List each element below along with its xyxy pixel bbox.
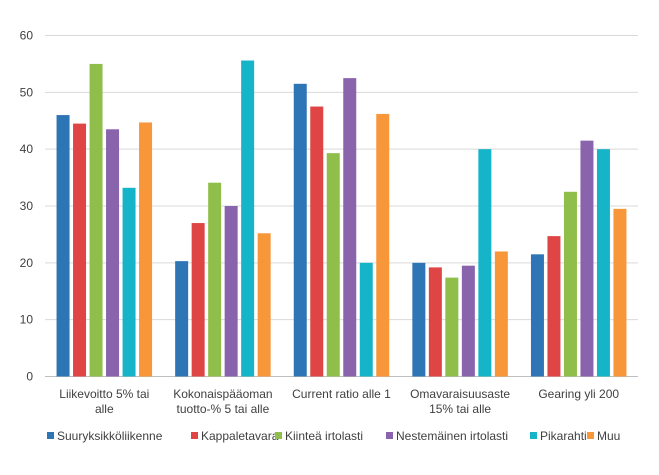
- y-tick-label: 50: [20, 85, 34, 99]
- x-tick-label: Omavaraisuusaste: [410, 387, 510, 401]
- y-tick-label: 60: [20, 29, 34, 43]
- legend-label: Suuryksikköliikenne: [57, 429, 163, 443]
- x-tick-label: Kokonaispääoman: [173, 387, 272, 401]
- bar: [478, 149, 492, 377]
- y-tick-label: 20: [20, 256, 34, 270]
- legend-label: Pikarahti: [540, 429, 587, 443]
- legend-label: Nestemäinen irtolasti: [396, 429, 508, 443]
- x-tick-label: 15% tai alle: [429, 402, 491, 416]
- legend-label: Kappaletavara: [201, 429, 279, 443]
- bar: [580, 140, 594, 377]
- x-tick-label: Gearing yli 200: [538, 387, 619, 401]
- bar: [445, 277, 459, 377]
- y-tick-label: 0: [26, 370, 33, 384]
- bar: [412, 262, 426, 377]
- bar: [563, 191, 577, 377]
- legend-swatch: [587, 432, 594, 439]
- bar: [139, 122, 153, 377]
- bar: [175, 261, 189, 377]
- bar: [310, 106, 324, 377]
- bar: [547, 236, 561, 377]
- legend-swatch: [275, 432, 282, 439]
- x-tick-label: tuotto-% 5 tai alle: [177, 402, 270, 416]
- legend-swatch: [191, 432, 198, 439]
- y-tick-label: 10: [20, 313, 34, 327]
- bar: [293, 83, 307, 377]
- bar: [613, 208, 627, 377]
- bar: [106, 129, 120, 377]
- bar: [343, 78, 357, 377]
- bar: [359, 262, 373, 377]
- legend-swatch: [530, 432, 537, 439]
- bar: [530, 254, 544, 377]
- bar: [56, 115, 70, 377]
- bar: [191, 223, 205, 377]
- bar: [461, 265, 475, 377]
- legend-label: Kiinteä irtolasti: [285, 429, 363, 443]
- bar: [376, 113, 390, 377]
- legend-label: Muu: [597, 429, 620, 443]
- bar: [89, 63, 103, 377]
- bar: [241, 60, 255, 377]
- bar: [257, 233, 271, 377]
- x-tick-label: Current ratio alle 1: [292, 387, 391, 401]
- bar: [428, 267, 442, 377]
- bar: [122, 187, 136, 377]
- y-tick-label: 40: [20, 142, 34, 156]
- bar: [596, 149, 610, 377]
- x-tick-label: alle: [95, 402, 114, 416]
- bar: [73, 123, 87, 377]
- legend-swatch: [47, 432, 54, 439]
- legend-swatch: [386, 432, 393, 439]
- bar: [224, 206, 238, 377]
- bar: [326, 153, 340, 377]
- y-tick-label: 30: [20, 199, 34, 213]
- bar: [494, 251, 508, 377]
- x-tick-label: Liikevoitto 5% tai: [59, 387, 149, 401]
- bar: [208, 182, 222, 377]
